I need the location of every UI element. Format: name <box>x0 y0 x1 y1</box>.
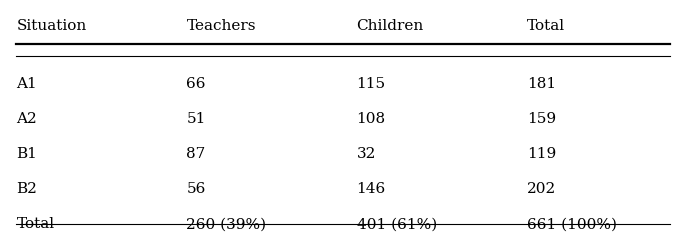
Text: Situation: Situation <box>16 19 86 33</box>
Text: A1: A1 <box>16 77 37 91</box>
Text: B2: B2 <box>16 182 37 196</box>
Text: Children: Children <box>357 19 424 33</box>
Text: 159: 159 <box>527 112 556 126</box>
Text: 87: 87 <box>187 147 206 161</box>
Text: 115: 115 <box>357 77 386 91</box>
Text: 108: 108 <box>357 112 386 126</box>
Text: B1: B1 <box>16 147 37 161</box>
Text: 56: 56 <box>187 182 206 196</box>
Text: 202: 202 <box>527 182 556 196</box>
Text: Total: Total <box>16 217 54 231</box>
Text: A2: A2 <box>16 112 37 126</box>
Text: 51: 51 <box>187 112 206 126</box>
Text: 661 (100%): 661 (100%) <box>527 217 617 231</box>
Text: 146: 146 <box>357 182 386 196</box>
Text: 32: 32 <box>357 147 376 161</box>
Text: 119: 119 <box>527 147 556 161</box>
Text: 401 (61%): 401 (61%) <box>357 217 437 231</box>
Text: 181: 181 <box>527 77 556 91</box>
Text: 260 (39%): 260 (39%) <box>187 217 267 231</box>
Text: Total: Total <box>527 19 565 33</box>
Text: 66: 66 <box>187 77 206 91</box>
Text: Teachers: Teachers <box>187 19 256 33</box>
